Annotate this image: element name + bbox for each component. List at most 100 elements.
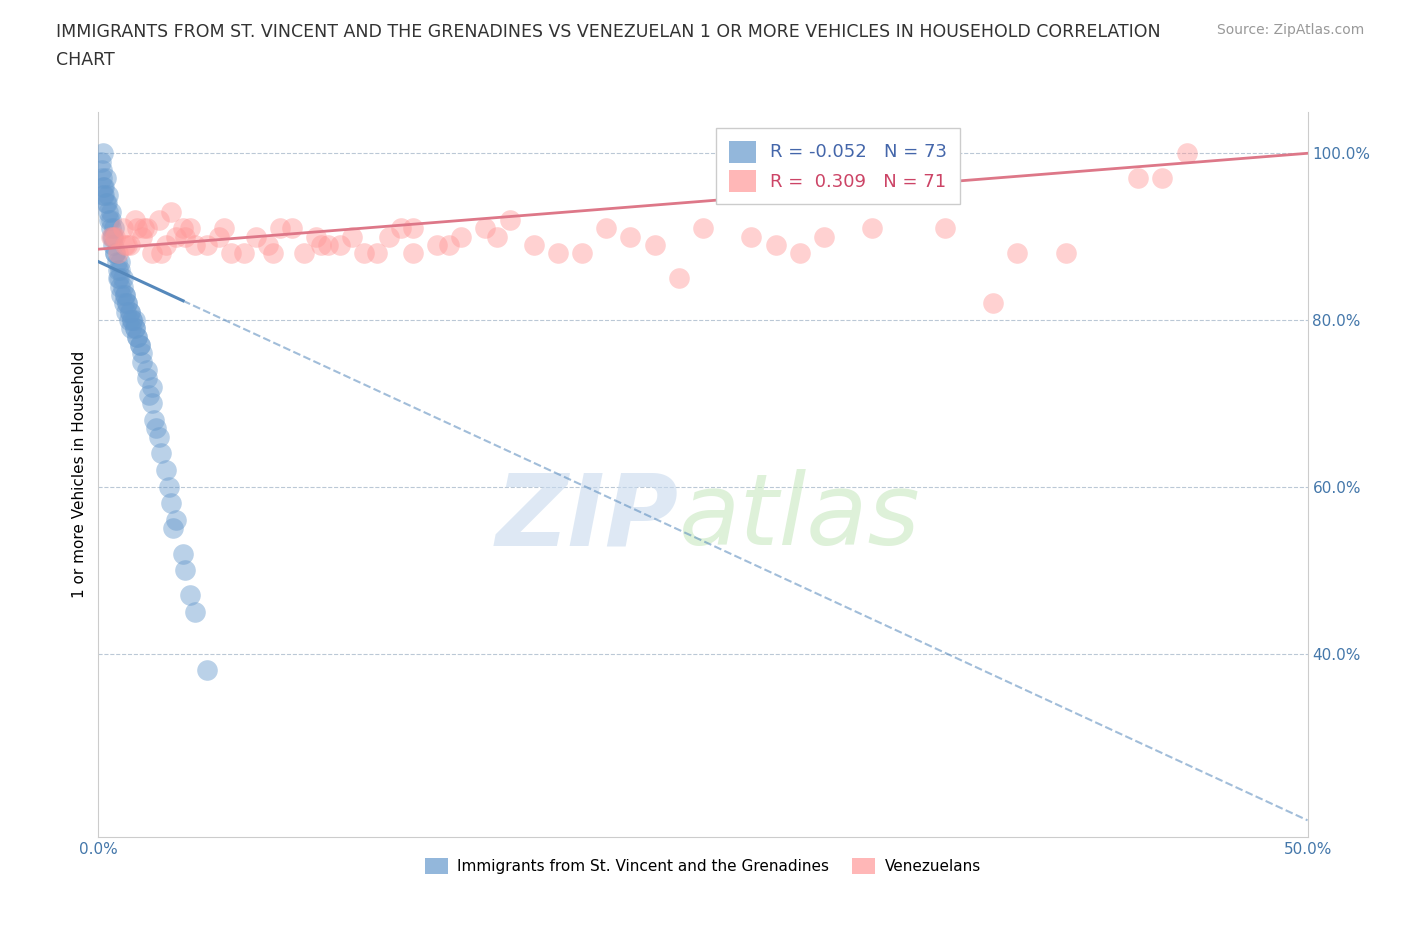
Point (1007, 246, 1029, 260)
Point (145, 421, 167, 436)
Point (100, 229, 122, 244)
Point (245, 229, 267, 244)
Point (316, 237, 339, 252)
Point (111, 221, 134, 236)
Point (1054, 246, 1077, 260)
Point (110, 287, 132, 302)
Point (498, 213, 520, 228)
Point (134, 221, 156, 236)
Point (486, 229, 509, 244)
Point (281, 221, 304, 236)
Point (101, 229, 124, 244)
Point (523, 237, 546, 252)
Point (179, 588, 201, 603)
Point (107, 246, 129, 260)
Point (571, 246, 593, 260)
Point (256, 237, 278, 252)
Point (94, 171, 117, 186)
Point (128, 338, 150, 352)
Point (96, 196, 118, 211)
Point (120, 321, 142, 336)
Point (97, 188, 120, 203)
Point (305, 229, 328, 244)
Point (127, 329, 149, 344)
Point (148, 213, 170, 228)
Text: atlas: atlas (679, 470, 921, 566)
Point (450, 229, 472, 244)
Point (262, 246, 284, 260)
Point (93, 179, 115, 194)
Point (124, 312, 146, 327)
Point (292, 246, 315, 260)
Point (212, 221, 235, 236)
Point (91, 171, 114, 186)
Point (184, 604, 207, 619)
Point (179, 221, 201, 236)
Point (195, 237, 218, 252)
Point (692, 221, 714, 236)
Point (124, 213, 146, 228)
Point (94, 196, 117, 211)
Point (377, 229, 399, 244)
Point (402, 246, 425, 260)
Point (269, 221, 291, 236)
Point (160, 205, 183, 219)
Point (124, 321, 146, 336)
Point (813, 229, 835, 244)
Point (118, 304, 141, 319)
Point (141, 246, 163, 260)
Point (148, 430, 170, 445)
Point (118, 312, 141, 327)
Text: Source: ZipAtlas.com: Source: ZipAtlas.com (1216, 23, 1364, 37)
Point (135, 371, 157, 386)
Point (100, 213, 122, 228)
Point (619, 229, 641, 244)
Point (117, 296, 139, 311)
Point (165, 512, 187, 527)
Point (165, 229, 187, 244)
Point (90, 154, 112, 169)
Point (141, 379, 163, 394)
Point (184, 237, 207, 252)
Point (174, 563, 197, 578)
Point (104, 246, 127, 260)
Point (172, 221, 194, 236)
Point (389, 221, 412, 236)
Point (1152, 171, 1174, 186)
Point (103, 221, 125, 236)
Point (402, 221, 425, 236)
Point (740, 229, 762, 244)
Point (366, 246, 388, 260)
Point (131, 346, 153, 361)
Point (100, 229, 122, 244)
Point (157, 479, 180, 494)
Point (309, 237, 332, 252)
Point (127, 329, 149, 344)
Point (232, 246, 254, 260)
Point (118, 237, 141, 252)
Point (114, 287, 136, 302)
Point (150, 446, 173, 461)
Point (127, 221, 149, 236)
Point (195, 663, 218, 678)
Point (141, 396, 163, 411)
Point (108, 254, 131, 269)
Point (437, 237, 460, 252)
Point (329, 237, 352, 252)
Point (595, 221, 617, 236)
Point (353, 246, 375, 260)
Point (160, 496, 183, 511)
Point (860, 221, 883, 236)
Point (93, 188, 115, 203)
Point (765, 237, 787, 252)
Point (150, 246, 173, 260)
Point (174, 229, 197, 244)
Point (128, 338, 150, 352)
Point (118, 304, 141, 319)
Point (644, 237, 666, 252)
Point (107, 262, 129, 277)
Point (121, 312, 143, 327)
Point (108, 271, 131, 286)
Text: ZIP: ZIP (496, 470, 679, 566)
Point (124, 321, 146, 336)
